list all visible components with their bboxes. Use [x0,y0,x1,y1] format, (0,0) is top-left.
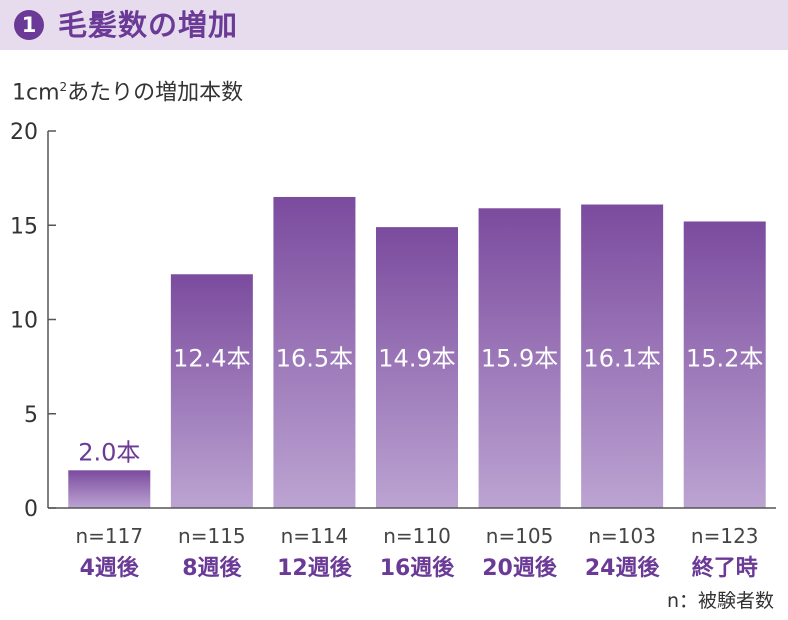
bar [68,470,151,508]
bar [376,227,458,508]
data-label: 16.5本 [276,345,353,373]
y-tick-label: 20 [10,120,38,145]
data-label: 15.2本 [686,345,763,373]
x-tick-label: 8週後 [182,555,242,581]
data-label: 12.4本 [173,345,250,373]
y-tick-label: 10 [10,309,38,334]
sample-size-label: n=103 [588,524,656,548]
bar [478,208,561,508]
section-number-badge: 1 [14,10,44,40]
y-axis-label-suffix: あたりの増加本数 [67,80,244,106]
sample-size-label: n=110 [383,524,451,548]
page-title: 毛髪数の増加 [58,8,239,42]
y-axis-label: 1cm2あたりの増加本数 [12,72,243,108]
data-label: 14.9本 [378,345,455,373]
data-label: 16.1本 [583,345,660,373]
sample-size-label: n=105 [486,524,554,548]
bar [683,221,766,509]
header-band: 1 毛髪数の増加 [0,0,788,50]
sample-size-label: n=115 [178,524,246,548]
bar [273,196,356,508]
sample-size-footnote: n：被験者数 [666,590,774,612]
data-label: 15.9本 [481,345,558,373]
data-label: 2.0本 [78,438,140,466]
sample-size-label: n=123 [691,524,759,548]
x-tick-label: 16週後 [380,555,456,581]
sample-size-label: n=114 [281,524,349,548]
sample-size-label: n=117 [75,524,143,548]
x-tick-label: 4週後 [80,555,140,581]
y-axis-label-superscript: 2 [59,80,68,94]
bar [170,274,253,508]
y-tick-label: 0 [24,497,38,522]
x-tick-label: 12週後 [277,555,353,581]
y-axis-label-prefix: 1cm [12,80,60,106]
x-tick-label: 終了時 [692,555,758,581]
y-tick-label: 5 [24,403,38,428]
bar [581,204,664,508]
y-tick-label: 15 [10,214,38,239]
x-tick-label: 20週後 [482,555,558,581]
x-tick-label: 24週後 [585,555,661,581]
